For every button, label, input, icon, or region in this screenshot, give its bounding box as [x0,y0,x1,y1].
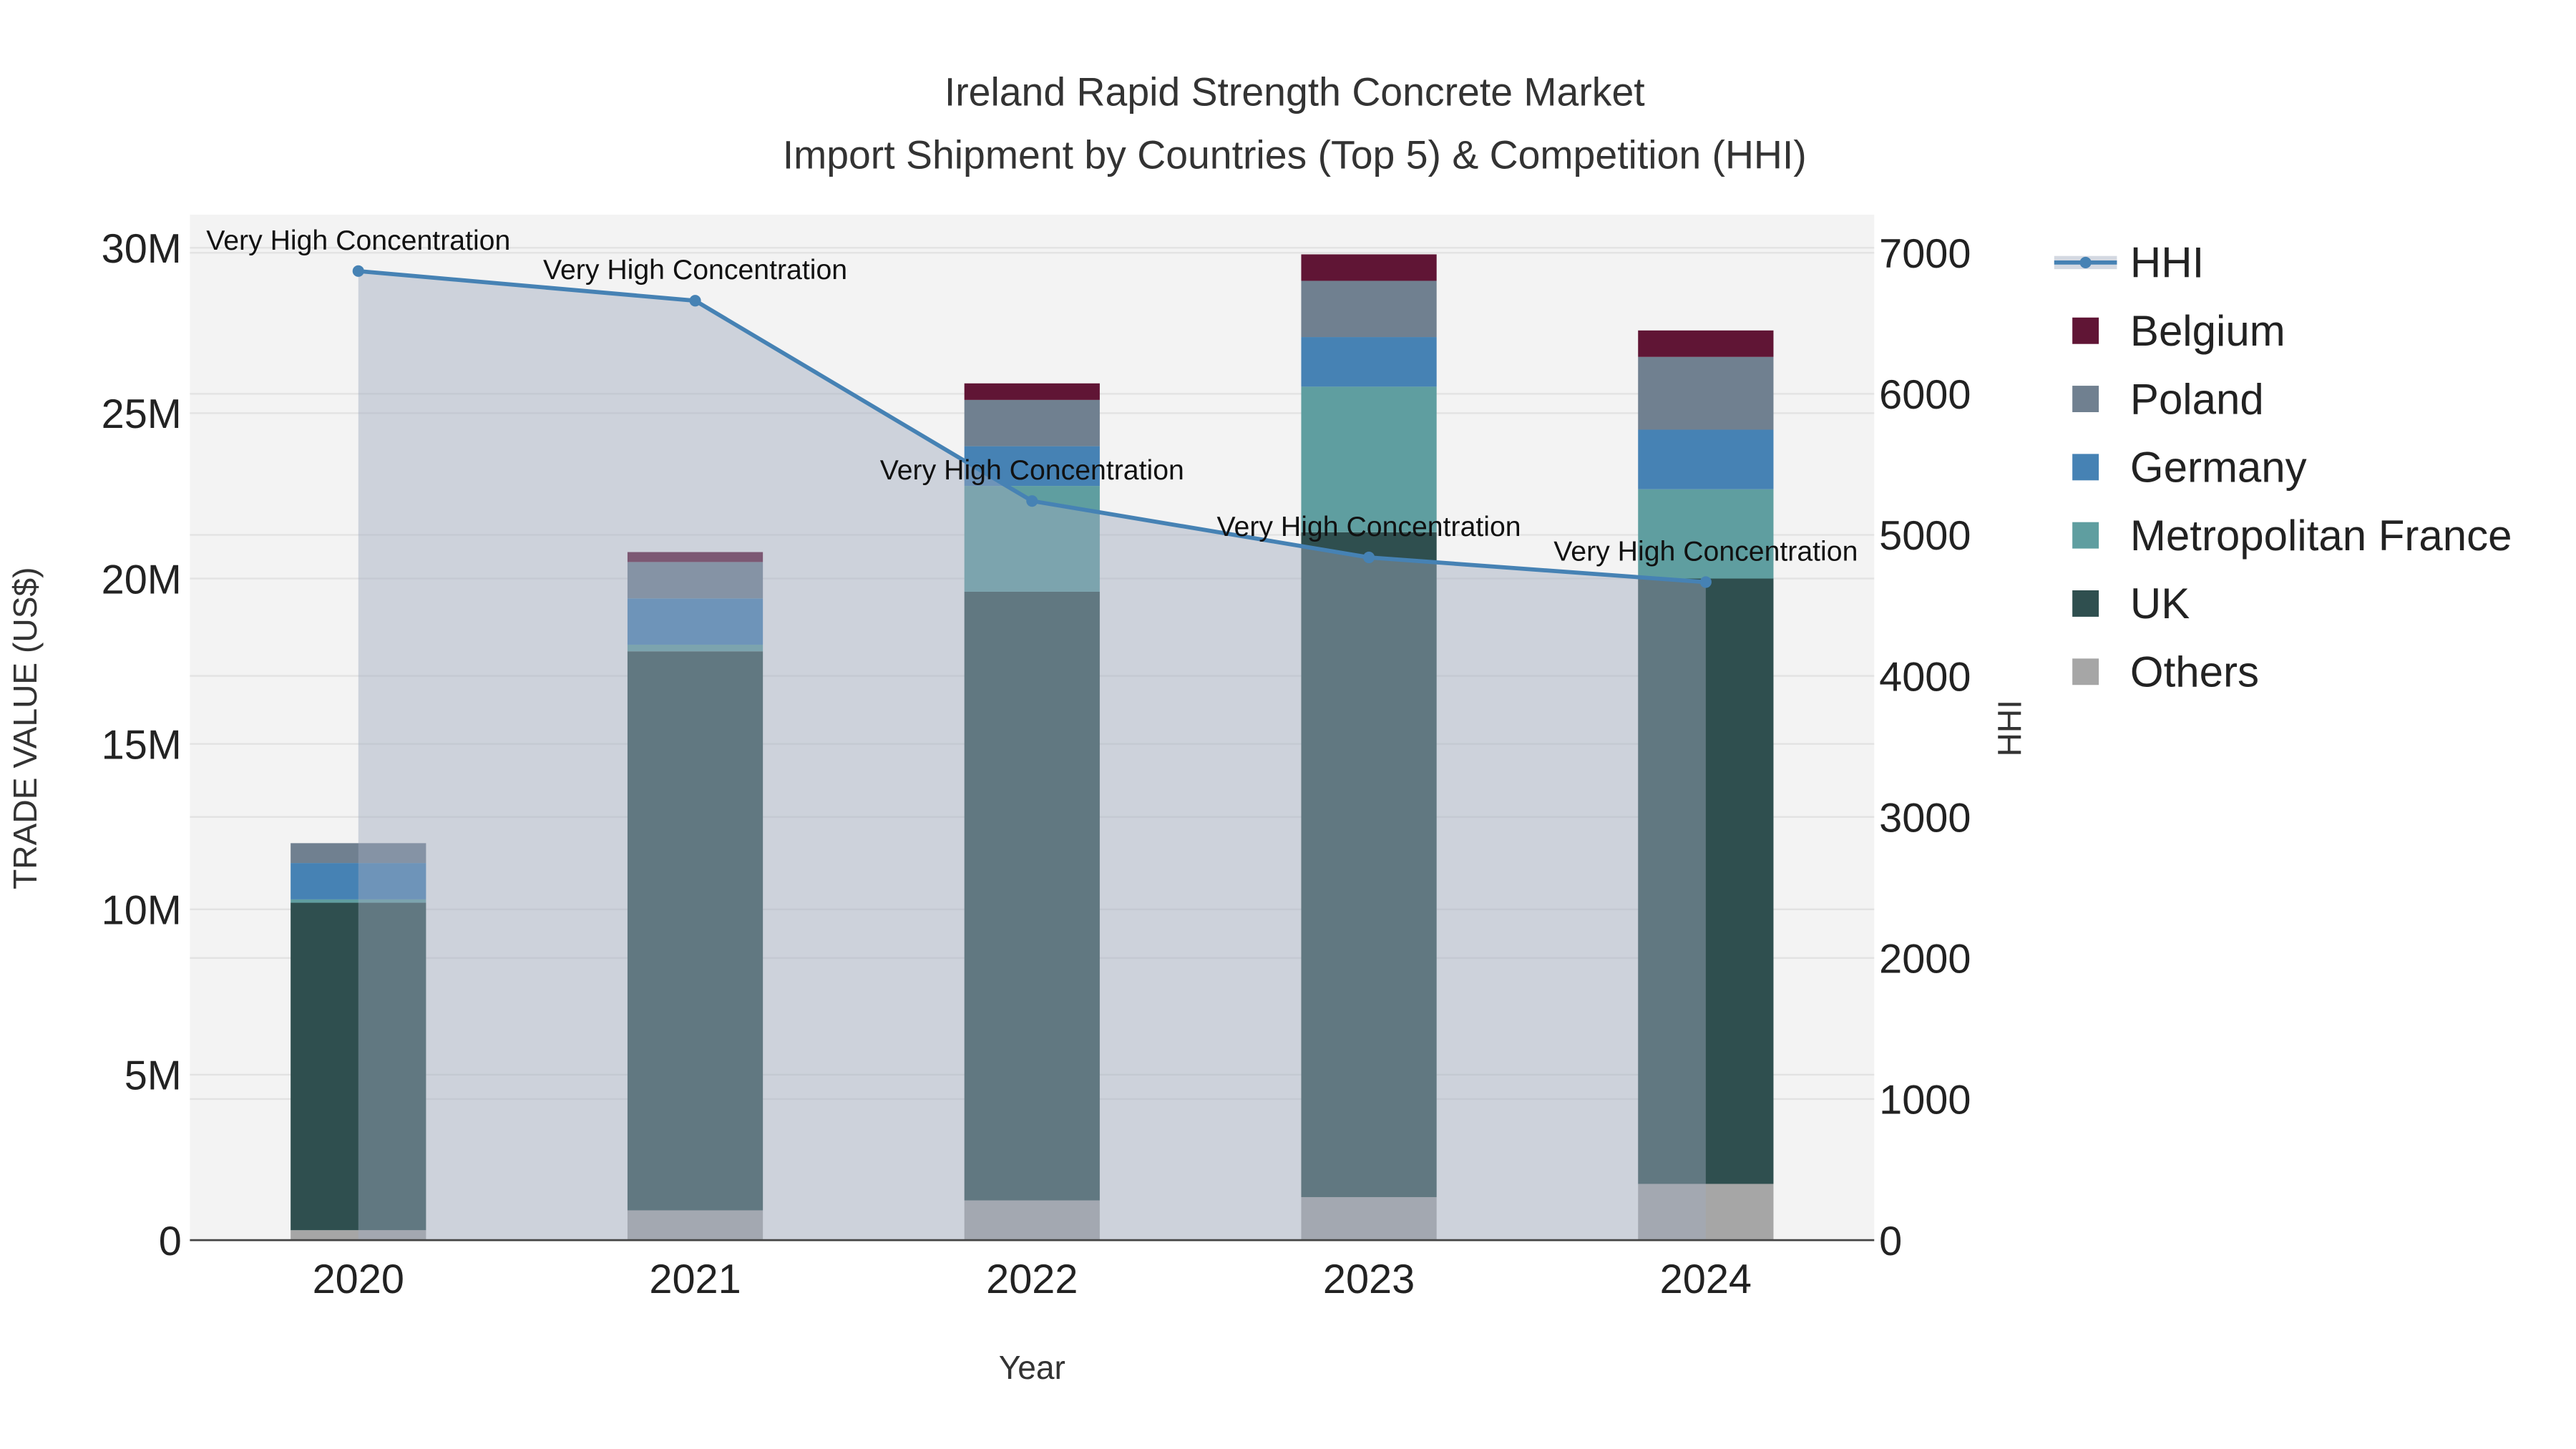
bar-others [964,1200,1100,1241]
hhi-point [352,265,364,277]
y2-tick-label: 4000 [1879,654,1971,700]
y-tick-label: 20M [102,557,182,602]
y-axis-title: TRADE VALUE (US$) [6,567,44,889]
y2-tick-label: 7000 [1879,231,1971,277]
hhi-annotation: Very High Concentration [206,225,510,256]
hhi-point [1026,495,1038,507]
bar-metropolitan-france [291,899,426,903]
bar-belgium [627,552,763,562]
bar-germany [1301,337,1437,387]
bar-uk [1638,578,1774,1184]
x-tick-label: 2023 [1323,1257,1415,1302]
bar-poland [627,562,763,599]
y-tick-label: 15M [102,722,182,768]
y-tick-label: 25M [102,391,182,437]
hhi-annotation: Very High Concentration [543,254,847,286]
bar-metropolitan-france [627,644,763,652]
hhi-annotation: Very High Concentration [880,454,1184,486]
legend-swatch [2072,386,2099,412]
bar-others [1638,1184,1774,1241]
bar-others [627,1210,763,1241]
y2-tick-label: 6000 [1879,372,1971,418]
legend-label: Germany [2130,444,2307,492]
bar-belgium [1638,330,1774,357]
legend-label: Others [2130,648,2259,696]
bar-others [291,1230,426,1241]
bar-metropolitan-france [1638,489,1774,579]
bar-metropolitan-france [1301,386,1437,532]
bar-germany [291,863,426,899]
bar-germany [964,446,1100,487]
bar-uk [1301,532,1437,1197]
hhi-point [1363,551,1375,564]
x-axis-title: Year [999,1349,1065,1386]
y2-tick-label: 2000 [1879,937,1971,982]
bar-poland [1638,356,1774,430]
bar-uk [291,902,426,1231]
y-tick-label: 0 [159,1219,182,1264]
y2-tick-label: 1000 [1879,1078,1971,1123]
legend-swatch [2072,317,2099,344]
bar-germany [1638,429,1774,489]
hhi-point [689,295,701,307]
chart-subtitle: Import Shipment by Countries (Top 5) & C… [783,132,1807,177]
y2-tick-label: 0 [1879,1219,1902,1264]
hhi-area [358,270,1706,1241]
legend-label: Poland [2130,375,2264,423]
bar-belgium [964,383,1100,400]
bar-uk [964,592,1100,1201]
legend-marker-hhi [2079,256,2092,268]
bar-poland [964,399,1100,447]
chart-title: Ireland Rapid Strength Concrete Market [945,70,1645,114]
legend-label: Metropolitan France [2130,512,2512,560]
legend: HHI Belgium Poland Germany Metropolitan Fran… [2054,239,2512,696]
legend-swatch [2072,454,2099,481]
hhi-annotation: Very High Concentration [1553,536,1858,567]
x-tick-label: 2020 [313,1257,404,1302]
y-tick-label: 10M [102,888,182,934]
y2-tick-label: 3000 [1879,795,1971,841]
y-tick-label: 30M [102,226,182,272]
y-tick-label: 5M [125,1053,182,1099]
bar-poland [291,843,426,864]
bar-germany [627,598,763,645]
x-tick-label: 2024 [1660,1257,1752,1302]
hhi-annotation: Very High Concentration [1217,511,1521,542]
bar-others [1301,1196,1437,1241]
bar-belgium [1301,254,1437,281]
hhi-point [1699,576,1712,588]
legend-swatch [2072,590,2099,617]
legend-label: UK [2130,580,2190,628]
bar-poland [1301,280,1437,338]
legend-swatch [2072,658,2099,686]
y2-tick-label: 5000 [1879,513,1971,559]
legend-swatch [2072,522,2099,549]
y2-axis-title: HHI [1991,700,2029,756]
x-tick-label: 2022 [986,1257,1078,1302]
x-tick-label: 2021 [649,1257,741,1302]
legend-label: Belgium [2130,307,2285,355]
bar-uk [627,651,763,1211]
legend-label: HHI [2130,239,2204,287]
